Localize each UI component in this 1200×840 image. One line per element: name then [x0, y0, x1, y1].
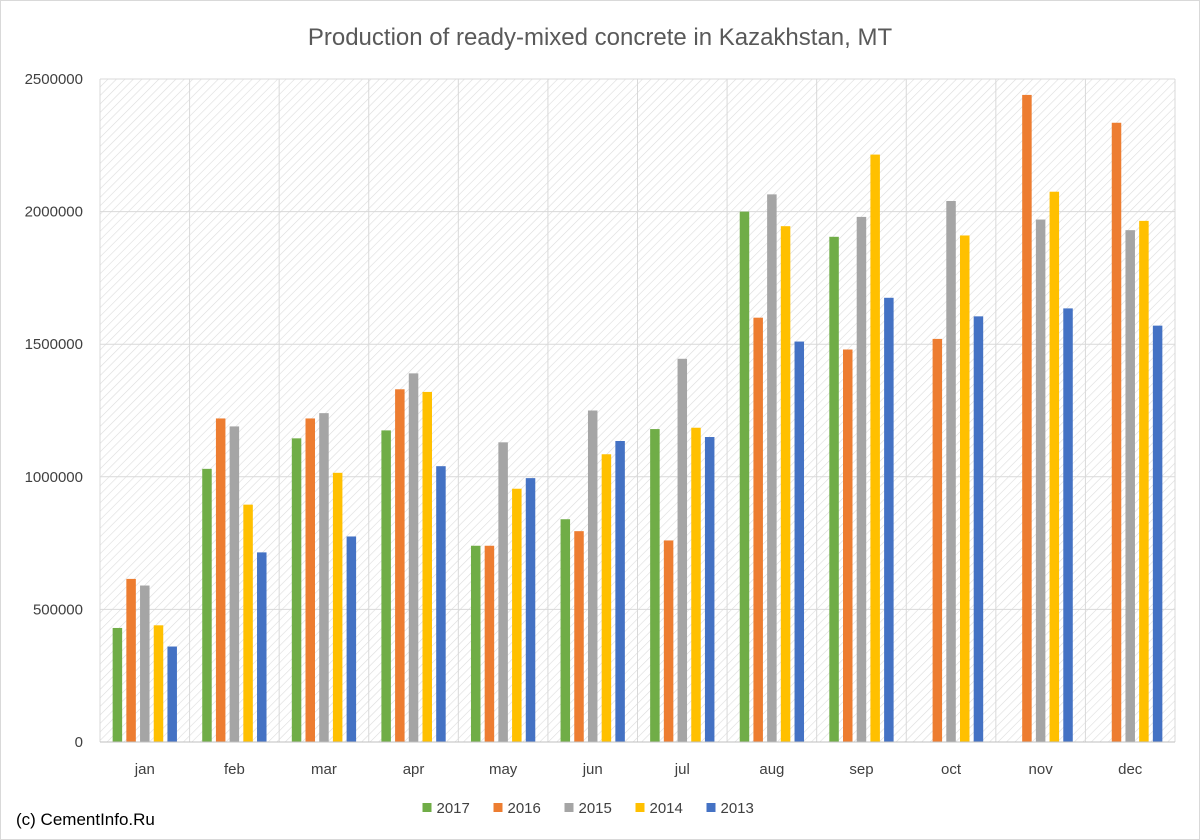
legend-label-2017: 2017 [437, 800, 470, 817]
y-tick-label: 0 [75, 734, 83, 751]
bar-2015-apr [408, 373, 419, 742]
bar-2014-jan [153, 625, 164, 742]
bar-2016-dec [1111, 122, 1122, 743]
bar-2014-aug [780, 226, 791, 742]
bar-2016-nov [1022, 94, 1032, 743]
x-tick-label: oct [941, 761, 962, 778]
legend: 2017 2016 2015 2014 2013 [422, 800, 754, 817]
x-tick-label: sep [849, 761, 873, 778]
bar-2014-apr [422, 391, 432, 742]
bar-2016-mar [305, 418, 316, 742]
x-tick-label: feb [224, 761, 245, 778]
bar-2014-jun [601, 454, 612, 742]
bar-2015-jan [140, 585, 150, 742]
bar-2015-oct [946, 200, 956, 742]
bar-2015-jul [677, 358, 688, 742]
legend-swatch-2014 [635, 803, 645, 812]
x-tick-label: jan [134, 761, 155, 778]
bar-2017-jan [112, 627, 123, 742]
bar-2017-feb [202, 468, 212, 742]
bar-2013-nov [1063, 308, 1073, 742]
legend-swatch-2013 [706, 803, 716, 812]
bar-2013-mar [346, 536, 357, 742]
bar-2013-jan [167, 646, 177, 742]
x-tick-label: dec [1118, 761, 1143, 778]
bar-2014-mar [332, 472, 343, 742]
gridlines [99, 78, 1176, 743]
bar-2013-apr [436, 466, 446, 742]
bar-2017-sep [829, 236, 839, 742]
chart-title: Production of ready-mixed concrete in Ka… [308, 24, 893, 51]
bar-2017-mar [291, 438, 302, 742]
footer-credit: (c) CementInfo.Ru [16, 810, 155, 829]
bar-2015-feb [229, 426, 240, 742]
bar-2014-sep [870, 154, 880, 742]
x-tick-label: mar [311, 761, 337, 778]
bar-2015-jun [587, 410, 598, 742]
y-tick-label: 2500000 [25, 71, 83, 88]
bar-2016-feb [215, 418, 226, 742]
legend-label-2013: 2013 [721, 800, 754, 817]
bar-2016-jul [663, 540, 674, 742]
x-tick-label: nov [1029, 761, 1054, 778]
bar-2015-aug [767, 194, 777, 742]
bar-2015-nov [1035, 219, 1046, 742]
legend-swatch-2015 [564, 803, 574, 812]
x-tick-label: jul [674, 761, 690, 778]
bar-2016-aug [753, 317, 763, 742]
y-tick-label: 2000000 [25, 204, 83, 221]
x-tick-label: aug [759, 761, 784, 778]
bar-2016-sep [843, 349, 853, 742]
legend-label-2014: 2014 [650, 800, 683, 817]
legend-label-2016: 2016 [508, 800, 541, 817]
legend-swatch-2016 [493, 803, 503, 812]
bar-2014-nov [1049, 191, 1060, 742]
bar-2014-may [512, 488, 522, 742]
bar-2013-sep [884, 297, 894, 742]
bar-2014-oct [959, 235, 970, 742]
y-tick-label: 1500000 [25, 336, 83, 353]
bar-2014-feb [243, 504, 253, 742]
x-tick-label: apr [403, 761, 425, 778]
bar-2013-feb [257, 552, 267, 742]
bar-2013-aug [794, 341, 805, 742]
legend-swatch-2017 [422, 803, 432, 812]
bar-2017-aug [739, 211, 750, 743]
bar-2016-jun [574, 531, 584, 742]
bar-2016-apr [395, 389, 405, 742]
bar-2015-dec [1125, 230, 1135, 742]
bar-2013-jul [704, 437, 715, 742]
bar-2013-may [525, 478, 536, 742]
axes: 0 500000 1000000 1500000 2000000 2500000 jan fe… [25, 71, 1175, 778]
bar-2016-oct [932, 338, 943, 742]
bar-2016-jan [126, 578, 136, 742]
bar-2017-jun [560, 519, 571, 742]
bar-2014-dec [1139, 220, 1149, 742]
bar-2015-mar [319, 413, 329, 742]
bar-2017-may [470, 545, 481, 742]
x-tick-label: jun [582, 761, 603, 778]
bar-2017-jul [650, 429, 660, 742]
bar-2014-jul [691, 427, 701, 742]
bar-2017-apr [381, 430, 391, 742]
bar-2015-sep [856, 216, 867, 743]
bar-2013-jun [615, 440, 625, 742]
y-tick-label: 500000 [33, 601, 83, 618]
y-tick-label: 1000000 [25, 469, 83, 486]
bar-2013-dec [1152, 325, 1163, 742]
legend-label-2015: 2015 [579, 800, 612, 817]
bars [112, 94, 1163, 743]
bar-2016-may [484, 545, 495, 742]
bar-2015-may [498, 442, 508, 742]
x-tick-label: may [489, 761, 518, 778]
bar-2013-oct [973, 316, 984, 742]
